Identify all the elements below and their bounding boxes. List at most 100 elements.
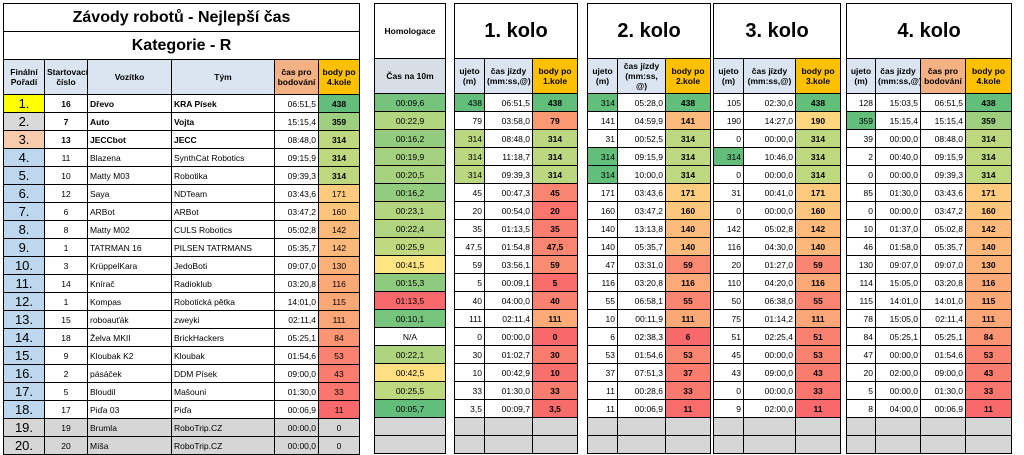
start-number-cell: 11 — [44, 148, 88, 167]
table-row: 359 15:15,4 15:15,4 359 — [846, 111, 1013, 130]
distance-cell: 79 — [454, 111, 485, 130]
table-row: 5 00:09,1 5 — [454, 273, 579, 292]
homologace-panel: Homologace Čas na 10m 00:09,6 00:22,9 00:1… — [374, 3, 446, 454]
table-row: 2. 7 Auto Vojta 15:15,4 359 — [3, 112, 361, 131]
table-row: 00:41,5 — [374, 255, 446, 274]
round-3-title: 3. kolo — [712, 3, 842, 59]
points-after-round-cell: 79 — [531, 111, 579, 130]
ride-time-cell: 09:00,0 — [743, 363, 796, 382]
start-number-cell: 6 — [44, 202, 88, 221]
vehicle-cell: Blazena — [87, 148, 172, 167]
score-time-cell: 00:00,0 — [274, 418, 319, 437]
points-after-round-cell: 0 — [531, 327, 579, 346]
points-after-round-cell: 438 — [964, 93, 1013, 112]
table-row: 3. 13 JECCbot JECC 08:48,0 314 — [3, 130, 361, 149]
ride-time-cell: 00:40,0 — [875, 147, 921, 166]
main-header-col-2: Vozítko — [87, 59, 172, 95]
points-cell: 0 — [317, 418, 361, 437]
points-after-round-cell: 11 — [794, 399, 842, 418]
score-time-cell: 03:20,8 — [274, 274, 319, 293]
ride-time-cell: 11:18,7 — [484, 147, 533, 166]
distance-cell: 115 — [846, 291, 876, 310]
ride-time-cell: 01:54,6 — [617, 345, 666, 364]
distance-cell: 40 — [454, 291, 485, 310]
start-number-cell: 2 — [44, 364, 88, 383]
table-row: 00:22,9 — [374, 111, 446, 130]
points-after-round-cell: 160 — [794, 201, 842, 220]
table-row: 5 00:00,0 01:30,0 33 — [846, 381, 1013, 400]
round-2-panel: 2. kolo ujeto (m) čas jízdy (mm:ss, @) body… — [586, 3, 712, 454]
team-cell: zweyki — [171, 310, 275, 329]
ride-time-cell: 01:30,0 — [484, 381, 533, 400]
distance-cell: 116 — [587, 273, 618, 292]
main-header-col-4: čas pro bodování — [274, 59, 319, 95]
score-time-cell: 14:01,0 — [920, 291, 966, 310]
score-time-cell: 15:15,4 — [920, 111, 966, 130]
table-row — [374, 435, 446, 454]
score-time-cell: 08:48,0 — [920, 129, 966, 148]
table-row: 75 01:14,2 111 — [713, 309, 842, 328]
team-cell: Radioklub — [171, 274, 275, 293]
table-row: 55 06:58,1 55 — [587, 291, 712, 310]
distance-cell: 160 — [587, 201, 618, 220]
ride-time-cell: 03:20,8 — [617, 273, 666, 292]
homologace-time-cell: 00:16,2 — [374, 183, 446, 202]
ride-time-cell: 04:59,9 — [617, 111, 666, 130]
table-row: 10 00:42,9 10 — [454, 363, 579, 382]
points-after-round-cell: 130 — [964, 255, 1013, 274]
distance-cell: 10 — [846, 219, 876, 238]
score-time-cell: 03:43,6 — [920, 183, 966, 202]
ride-time-cell: 00:00,0 — [875, 345, 921, 364]
vehicle-cell: JECCbot — [87, 130, 172, 149]
homologace-time-cell: 00:20,5 — [374, 165, 446, 184]
table-row: 5. 10 Matty M03 Robotika 09:39,3 314 — [3, 166, 361, 185]
ride-time-cell: 00:09,7 — [484, 399, 533, 418]
table-row: 00:05,7 — [374, 399, 446, 418]
round-3-header-0: ujeto (m) — [713, 58, 744, 94]
vehicle-cell: Želva MKII — [87, 328, 172, 347]
table-row: 47 00:00,0 01:54,6 53 — [846, 345, 1013, 364]
start-number-cell: 14 — [44, 274, 88, 293]
ride-time-cell: 09:15,9 — [617, 147, 666, 166]
points-cell: 11 — [317, 400, 361, 419]
points-after-round-cell: 160 — [664, 201, 712, 220]
team-cell: DDM Písek — [171, 364, 275, 383]
distance-cell: 9 — [713, 399, 744, 418]
ride-time-cell: 01:58,0 — [875, 237, 921, 256]
points-after-round-cell: 111 — [664, 309, 712, 328]
team-cell: ARBot — [171, 202, 275, 221]
points-after-round-cell: 314 — [964, 165, 1013, 184]
rank-cell: 16. — [3, 364, 45, 383]
distance-cell: 105 — [713, 93, 744, 112]
table-row: 0 00:00,0 160 — [713, 201, 842, 220]
points-after-round-cell: 45 — [531, 183, 579, 202]
table-row: 45 00:00,0 53 — [713, 345, 842, 364]
homologace-time-cell: 00:23,1 — [374, 201, 446, 220]
points-after-round-cell — [531, 417, 579, 436]
points-cell: 116 — [317, 274, 361, 293]
points-after-round-cell: 314 — [664, 147, 712, 166]
score-time-cell: 02:11,4 — [920, 309, 966, 328]
rank-cell: 15. — [3, 346, 45, 365]
ride-time-cell — [743, 435, 796, 454]
points-after-round-cell: 142 — [964, 219, 1013, 238]
points-cell: 33 — [317, 382, 361, 401]
table-row: 314 09:15,9 314 — [587, 147, 712, 166]
team-cell: BrickHackers — [171, 328, 275, 347]
distance-cell: 39 — [846, 129, 876, 148]
start-number-cell: 10 — [44, 166, 88, 185]
table-row: 31 00:41,0 171 — [713, 183, 842, 202]
homologace-time-cell: 00:15,3 — [374, 273, 446, 292]
team-cell: RoboTrip.CZ — [171, 418, 275, 437]
homologace-time-cell — [374, 435, 446, 454]
points-after-round-cell: 55 — [664, 291, 712, 310]
homologace-time-cell: 00:25,9 — [374, 237, 446, 256]
table-row: 20 02:00,0 09:00,0 43 — [846, 363, 1013, 382]
round-1-header-1: čas jízdy (mm:ss,@) — [484, 58, 533, 94]
points-after-round-cell: 59 — [531, 255, 579, 274]
points-after-round-cell: 171 — [794, 183, 842, 202]
table-row: 140 05:35,7 140 — [587, 237, 712, 256]
points-after-round-cell: 33 — [794, 381, 842, 400]
ride-time-cell: 02:00,0 — [875, 363, 921, 382]
distance-cell: 110 — [713, 273, 744, 292]
